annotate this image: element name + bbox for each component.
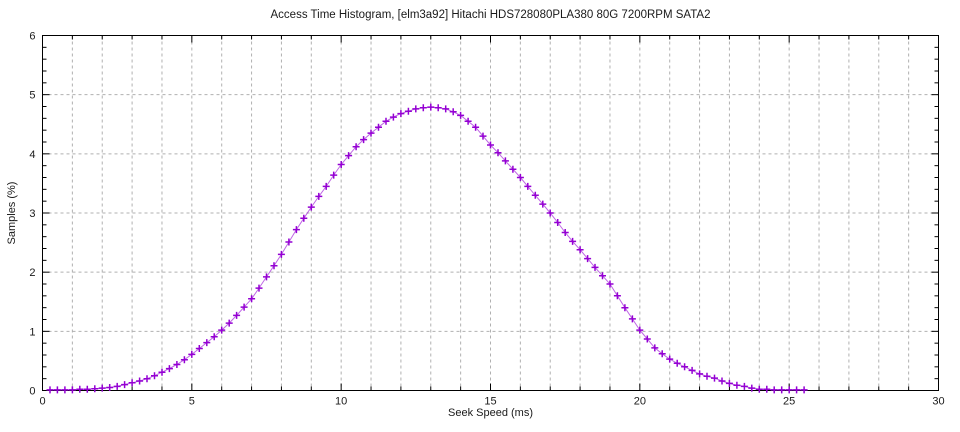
x-tick-label: 0 [39,396,45,408]
y-tick-label: 0 [29,386,35,398]
x-axis-label: Seek Speed (ms) [448,407,533,419]
y-tick-label: 5 [29,90,35,102]
x-tick-label: 5 [189,396,195,408]
y-tick-label: 6 [29,31,35,43]
x-tick-label: 10 [335,396,347,408]
x-tick-label: 25 [783,396,795,408]
y-tick-label: 1 [29,326,35,338]
y-tick-label: 3 [29,208,35,220]
x-tick-label: 15 [484,396,496,408]
chart-title: Access Time Histogram, [elm3a92] Hitachi… [270,9,711,21]
data-point-markers [46,103,808,394]
data-curve [50,106,805,391]
y-tick-label: 2 [29,267,35,279]
x-tick-label: 20 [634,396,646,408]
y-tick-label: 4 [29,149,35,161]
x-tick-label: 30 [932,396,944,408]
